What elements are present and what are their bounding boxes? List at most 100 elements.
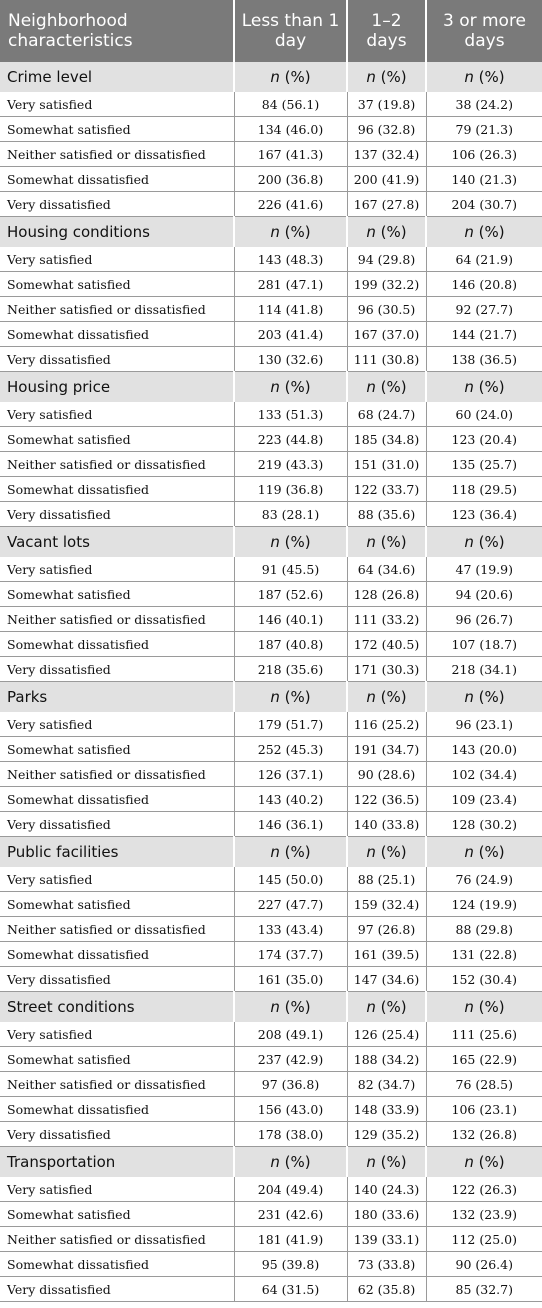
n-label: n: [270, 998, 280, 1016]
cell-value: 95 (39.8): [233, 1251, 347, 1277]
row-label: Very satisfied: [0, 92, 234, 117]
header-1-2-days: 1–2 days: [346, 0, 426, 62]
cell-value: 85 (32.7): [425, 1276, 542, 1302]
section-header-row: Parks n (%) n (%) n (%): [0, 681, 542, 712]
percent-label: (%): [473, 998, 505, 1016]
cell-value: 146 (36.1): [233, 811, 347, 837]
section-title: Public facilities: [0, 836, 234, 867]
table-row: Somewhat dissatisfied 187 (40.8) 172 (40.5…: [0, 631, 542, 657]
cell-value: 133 (51.3): [233, 402, 347, 427]
percent-label: (%): [473, 378, 505, 396]
n-label: n: [366, 1153, 376, 1171]
table-row: Neither satisfied or dissatisfied 133 (43…: [0, 916, 542, 942]
row-label: Somewhat satisfied: [0, 581, 234, 607]
cell-value: 94 (20.6): [425, 581, 542, 607]
section-title: Street conditions: [0, 991, 234, 1022]
table-row: Somewhat dissatisfied 174 (37.7) 161 (39.5…: [0, 941, 542, 967]
table-row: Very satisfied 204 (49.4) 140 (24.3) 122 (2…: [0, 1177, 542, 1202]
section-subheader-n-percent: n (%): [346, 991, 426, 1022]
row-label: Somewhat dissatisfied: [0, 941, 234, 967]
percent-label: (%): [279, 533, 311, 551]
n-label: n: [464, 223, 474, 241]
cell-value: 64 (21.9): [425, 247, 542, 272]
section-subheader-n-percent: n (%): [425, 836, 542, 867]
cell-value: 165 (22.9): [425, 1046, 542, 1072]
table-row: Somewhat satisfied 187 (52.6) 128 (26.8) 94…: [0, 581, 542, 607]
percent-label: (%): [375, 688, 407, 706]
percent-label: (%): [473, 688, 505, 706]
row-label: Very satisfied: [0, 557, 234, 582]
n-label: n: [270, 223, 280, 241]
table-row: Somewhat satisfied 223 (44.8) 185 (34.8) 12…: [0, 426, 542, 452]
section-subheader-n-percent: n (%): [346, 216, 426, 247]
cell-value: 123 (20.4): [425, 426, 542, 452]
section-title: Vacant lots: [0, 526, 234, 557]
cell-value: 96 (23.1): [425, 712, 542, 737]
n-label: n: [270, 533, 280, 551]
table-row: Somewhat satisfied 227 (47.7) 159 (32.4) 12…: [0, 891, 542, 917]
row-label: Somewhat satisfied: [0, 116, 234, 142]
percent-label: (%): [279, 998, 311, 1016]
cell-value: 82 (34.7): [346, 1071, 426, 1097]
n-label: n: [464, 688, 474, 706]
row-label: Very satisfied: [0, 1022, 234, 1047]
cell-value: 143 (48.3): [233, 247, 347, 272]
percent-label: (%): [473, 223, 505, 241]
cell-value: 140 (24.3): [346, 1177, 426, 1202]
table-row: Very dissatisfied 146 (36.1) 140 (33.8) 128…: [0, 811, 542, 837]
cell-value: 129 (35.2): [346, 1121, 426, 1147]
row-label: Very dissatisfied: [0, 811, 234, 837]
section-subheader-n-percent: n (%): [233, 526, 347, 557]
header-characteristics: Neighborhood characteristics: [0, 0, 234, 62]
section-subheader-n-percent: n (%): [346, 836, 426, 867]
cell-value: 156 (43.0): [233, 1096, 347, 1122]
cell-value: 187 (40.8): [233, 631, 347, 657]
cell-value: 90 (28.6): [346, 761, 426, 787]
cell-value: 148 (33.9): [346, 1096, 426, 1122]
row-label: Somewhat satisfied: [0, 271, 234, 297]
cell-value: 122 (36.5): [346, 786, 426, 812]
cell-value: 76 (24.9): [425, 867, 542, 892]
cell-value: 130 (32.6): [233, 346, 347, 372]
cell-value: 171 (30.3): [346, 656, 426, 682]
row-label: Somewhat dissatisfied: [0, 786, 234, 812]
cell-value: 94 (29.8): [346, 247, 426, 272]
table-row: Neither satisfied or dissatisfied 181 (41…: [0, 1226, 542, 1252]
row-label: Somewhat satisfied: [0, 891, 234, 917]
cell-value: 137 (32.4): [346, 141, 426, 167]
table-row: Somewhat dissatisfied 95 (39.8) 73 (33.8) 9…: [0, 1251, 542, 1277]
section-subheader-n-percent: n (%): [233, 216, 347, 247]
table-row: Neither satisfied or dissatisfied 219 (43…: [0, 451, 542, 477]
row-label: Somewhat dissatisfied: [0, 166, 234, 192]
cell-value: 134 (46.0): [233, 116, 347, 142]
cell-value: 111 (33.2): [346, 606, 426, 632]
row-label: Neither satisfied or dissatisfied: [0, 1226, 234, 1252]
cell-value: 140 (33.8): [346, 811, 426, 837]
percent-label: (%): [279, 378, 311, 396]
cell-value: 123 (36.4): [425, 501, 542, 527]
table-row: Very dissatisfied 83 (28.1) 88 (35.6) 123 (…: [0, 501, 542, 527]
cell-value: 218 (34.1): [425, 656, 542, 682]
cell-value: 223 (44.8): [233, 426, 347, 452]
header-row: Neighborhood characteristics Less than 1…: [0, 0, 542, 62]
section-header-row: Housing price n (%) n (%) n (%): [0, 371, 542, 402]
cell-value: 118 (29.5): [425, 476, 542, 502]
section-subheader-n-percent: n (%): [233, 991, 347, 1022]
n-label: n: [366, 998, 376, 1016]
cell-value: 161 (39.5): [346, 941, 426, 967]
section-subheader-n-percent: n (%): [425, 216, 542, 247]
section-subheader-n-percent: n (%): [233, 1146, 347, 1177]
cell-value: 161 (35.0): [233, 966, 347, 992]
section-subheader-n-percent: n (%): [346, 526, 426, 557]
n-label: n: [464, 998, 474, 1016]
table-row: Somewhat dissatisfied 200 (36.8) 200 (41.9…: [0, 166, 542, 192]
percent-label: (%): [279, 688, 311, 706]
section-header-row: Transportation n (%) n (%) n (%): [0, 1146, 542, 1177]
table-row: Very dissatisfied 130 (32.6) 111 (30.8) 138…: [0, 346, 542, 372]
row-label: Somewhat dissatisfied: [0, 1251, 234, 1277]
n-label: n: [270, 1153, 280, 1171]
cell-value: 38 (24.2): [425, 92, 542, 117]
table-row: Very satisfied 91 (45.5) 64 (34.6) 47 (19.9…: [0, 557, 542, 582]
cell-value: 185 (34.8): [346, 426, 426, 452]
cell-value: 88 (35.6): [346, 501, 426, 527]
